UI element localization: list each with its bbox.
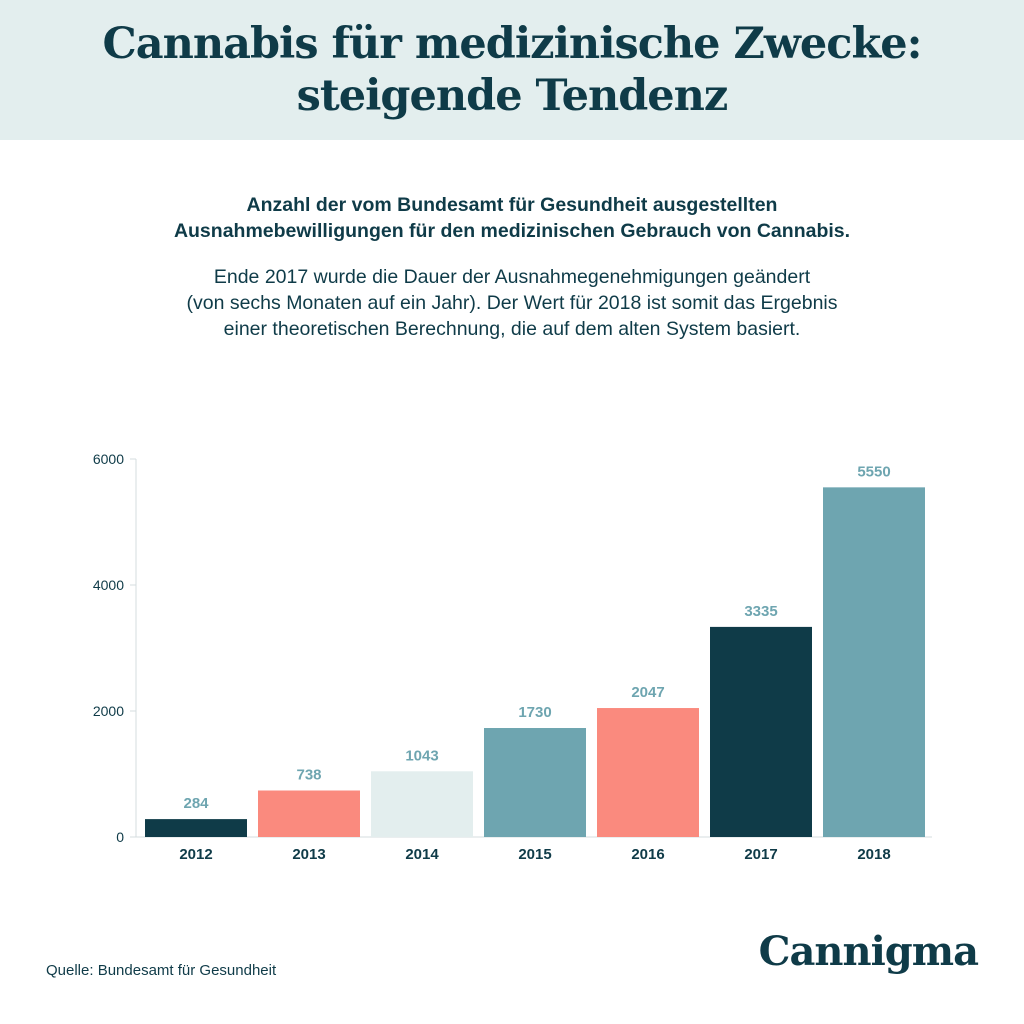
- x-tick-label: 2018: [857, 846, 890, 863]
- y-tick-label: 2000: [93, 703, 124, 719]
- bar: [484, 728, 586, 837]
- bar-value-label: 284: [183, 795, 209, 812]
- bar: [823, 487, 925, 837]
- x-tick-label: 2013: [292, 846, 325, 863]
- x-tick-label: 2012: [179, 846, 212, 863]
- bar-value-label: 1730: [518, 704, 551, 721]
- note-line-3: einer theoretischen Berechnung, die auf …: [223, 318, 801, 340]
- y-tick-label: 4000: [93, 577, 124, 593]
- x-tick-label: 2014: [405, 846, 439, 863]
- bar: [258, 790, 360, 837]
- bar: [597, 708, 699, 837]
- bar-value-label: 3335: [744, 603, 777, 620]
- bar-value-label: 738: [296, 767, 321, 784]
- bar-value-label: 2047: [631, 684, 664, 701]
- x-tick-label: 2016: [631, 846, 664, 863]
- x-tick-label: 2015: [518, 846, 551, 863]
- bar-value-label: 1043: [405, 747, 438, 764]
- note-line-1: Ende 2017 wurde die Dauer der Ausnahmege…: [213, 266, 811, 288]
- header-banner: Cannabis für medizinische Zwecke: steige…: [0, 0, 1024, 140]
- chart-note: Ende 2017 wurde die Dauer der Ausnahmege…: [0, 264, 1024, 342]
- bar: [710, 626, 812, 837]
- x-tick-label: 2017: [744, 846, 777, 863]
- y-tick-label: 0: [116, 829, 124, 845]
- page-title-line-2: steigende Tendenz: [296, 71, 729, 121]
- subtitle-line-2: Ausnahmebewilligungen für den medizinisc…: [173, 220, 851, 242]
- bar: [145, 819, 247, 837]
- bar: [371, 771, 473, 837]
- page-title-line-1: Cannabis für medizinische Zwecke:: [102, 19, 922, 69]
- note-line-2: (von sechs Monaten auf ein Jahr). Der We…: [186, 292, 838, 314]
- bar-value-label: 5550: [857, 463, 890, 480]
- y-tick-label: 6000: [93, 451, 124, 467]
- chart-subtitle: Anzahl der vom Bundesamt für Gesundheit …: [0, 192, 1024, 244]
- brand-logo: Cannigma: [758, 928, 979, 975]
- source-note: Quelle: Bundesamt für Gesundheit: [46, 962, 277, 979]
- subtitle-line-1: Anzahl der vom Bundesamt für Gesundheit …: [246, 194, 778, 216]
